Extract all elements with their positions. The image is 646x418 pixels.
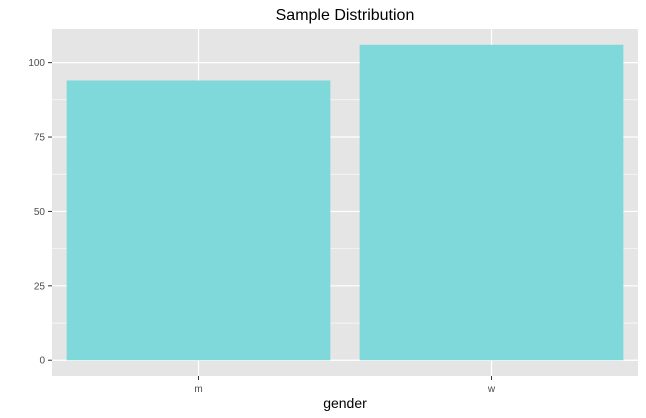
y-tick-label: 50 — [34, 207, 46, 218]
y-tick-label: 25 — [34, 281, 46, 292]
bar-m — [66, 80, 331, 361]
x-tick-label: m — [194, 384, 202, 395]
y-tick-label: 0 — [39, 356, 45, 367]
bars — [66, 44, 624, 361]
y-axis-ticks: 0 25 50 75 100 — [28, 58, 52, 367]
x-axis-label: gender — [323, 395, 367, 411]
y-tick-label: 75 — [34, 133, 46, 144]
x-tick-label: w — [487, 384, 496, 395]
y-tick-label: 100 — [28, 58, 45, 69]
bar-w — [359, 44, 624, 361]
chart-title: Sample Distribution — [276, 7, 415, 24]
